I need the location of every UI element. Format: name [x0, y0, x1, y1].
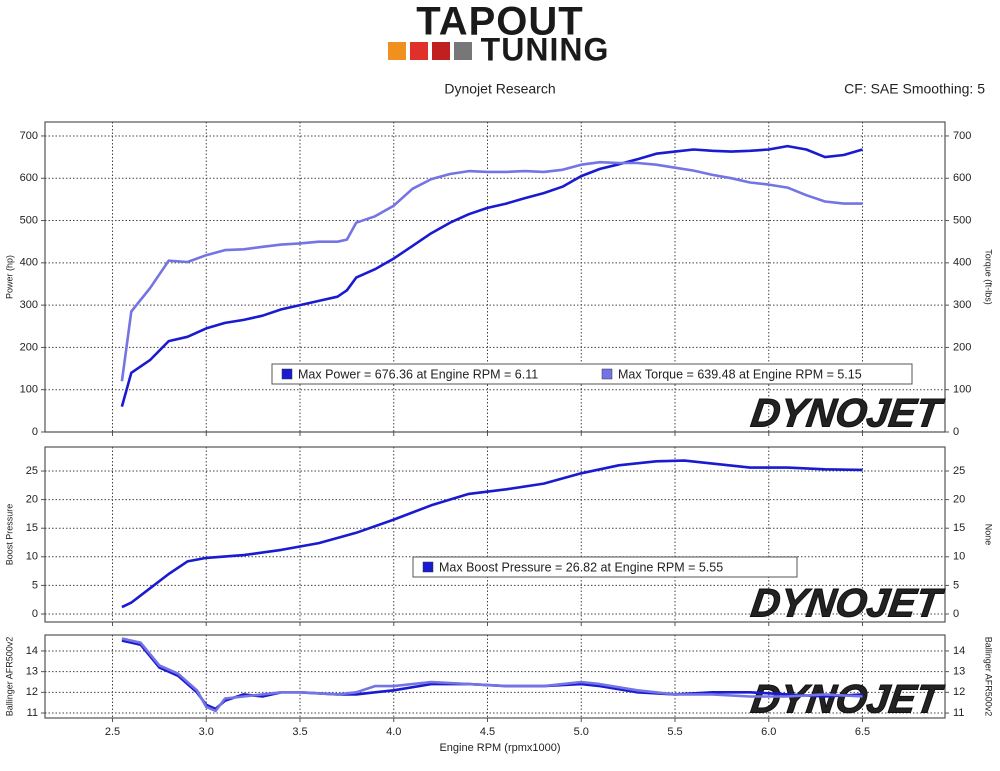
y-tick-label: 200 [20, 341, 38, 353]
y2-tick-label: 11 [953, 707, 964, 719]
logo-top: TAPOUT [416, 0, 583, 44]
y2-tick-label: 5 [953, 579, 959, 591]
plot-area [44, 121, 946, 433]
y2-tick-label: 600 [953, 172, 971, 184]
x-tick-label: 6.5 [855, 726, 870, 738]
y2-tick-label: 25 [953, 465, 965, 477]
y-tick-label: 13 [26, 666, 38, 678]
plot-area [44, 446, 946, 623]
y2-tick-label: 500 [953, 214, 971, 226]
y-axis-label: Boost Pressure [4, 504, 14, 566]
y2-tick-label: 0 [953, 426, 959, 438]
logo: TAPOUT TUNING [388, 0, 610, 67]
x-tick-label: 5.5 [667, 726, 682, 738]
y-tick-label: 0 [32, 426, 38, 438]
y2-tick-label: 100 [953, 384, 971, 396]
data-line [121, 459, 863, 609]
y2-tick-label: 700 [953, 130, 971, 142]
y2-tick-label: 15 [953, 522, 965, 534]
y-axis-label: Ballinger AFR500v2 [4, 637, 14, 717]
x-tick-label: 4.0 [386, 726, 401, 738]
logo-block [432, 42, 450, 60]
y2-axis-label: Torque (ft-lbs) [984, 249, 994, 305]
header-settings: CF: SAE Smoothing: 5 [844, 81, 985, 97]
legend-swatch [281, 368, 293, 380]
y-tick-label: 25 [26, 465, 38, 477]
y-tick-label: 14 [26, 645, 38, 657]
y-tick-label: 15 [26, 522, 38, 534]
y-axis-label: Power (hp) [4, 255, 14, 299]
watermark: DYNOJET [748, 391, 947, 436]
y2-tick-label: 13 [953, 666, 965, 678]
data-line [121, 637, 863, 713]
y-tick-label: 700 [20, 130, 38, 142]
x-tick-label: 2.5 [105, 726, 120, 738]
y-tick-label: 5 [32, 579, 38, 591]
x-tick-label: 3.5 [292, 726, 307, 738]
y2-tick-label: 14 [953, 645, 965, 657]
y2-tick-label: 0 [953, 608, 959, 620]
legend-box [412, 556, 798, 578]
watermark: DYNOJET [748, 581, 947, 626]
y2-tick-label: 300 [953, 299, 971, 311]
logo-bottom: TUNING [481, 31, 610, 67]
y-tick-label: 600 [20, 172, 38, 184]
y2-axis-label: None [984, 524, 994, 546]
logo-block [388, 42, 406, 60]
data-line [120, 144, 863, 407]
data-line [120, 160, 863, 382]
x-tick-label: 5.0 [574, 726, 589, 738]
watermark: DYNOJET [748, 677, 947, 722]
x-tick-label: 6.0 [761, 726, 776, 738]
y-tick-label: 300 [20, 299, 38, 311]
legend-swatch [601, 368, 613, 380]
logo-block [454, 42, 472, 60]
y-tick-label: 20 [26, 494, 38, 506]
legend-label: Max Torque = 639.48 at Engine RPM = 5.15 [618, 367, 862, 381]
legend-label: Max Power = 676.36 at Engine RPM = 6.11 [298, 367, 538, 381]
legend-label: Max Boost Pressure = 26.82 at Engine RPM… [439, 560, 723, 574]
y-tick-label: 0 [32, 608, 38, 620]
y-tick-label: 500 [20, 214, 38, 226]
y2-tick-label: 20 [953, 494, 965, 506]
y-tick-label: 400 [20, 257, 38, 269]
legend-box [271, 363, 913, 385]
x-tick-label: 4.5 [480, 726, 495, 738]
y2-axis-label: Ballinger AFR500v2 [984, 637, 994, 717]
y-tick-label: 10 [26, 551, 38, 563]
y-tick-label: 11 [27, 707, 38, 719]
header-title: Dynojet Research [444, 81, 555, 97]
y-tick-label: 100 [20, 384, 38, 396]
logo-block [410, 42, 428, 60]
x-tick-label: 3.0 [199, 726, 214, 738]
plot-area [44, 634, 946, 719]
y2-tick-label: 200 [953, 341, 971, 353]
y2-tick-label: 10 [953, 551, 965, 563]
legend-swatch [422, 561, 434, 573]
y2-tick-label: 12 [953, 686, 965, 698]
y-tick-label: 12 [26, 686, 38, 698]
y2-tick-label: 400 [953, 257, 971, 269]
x-axis-label: Engine RPM (rpmx1000) [439, 742, 560, 754]
